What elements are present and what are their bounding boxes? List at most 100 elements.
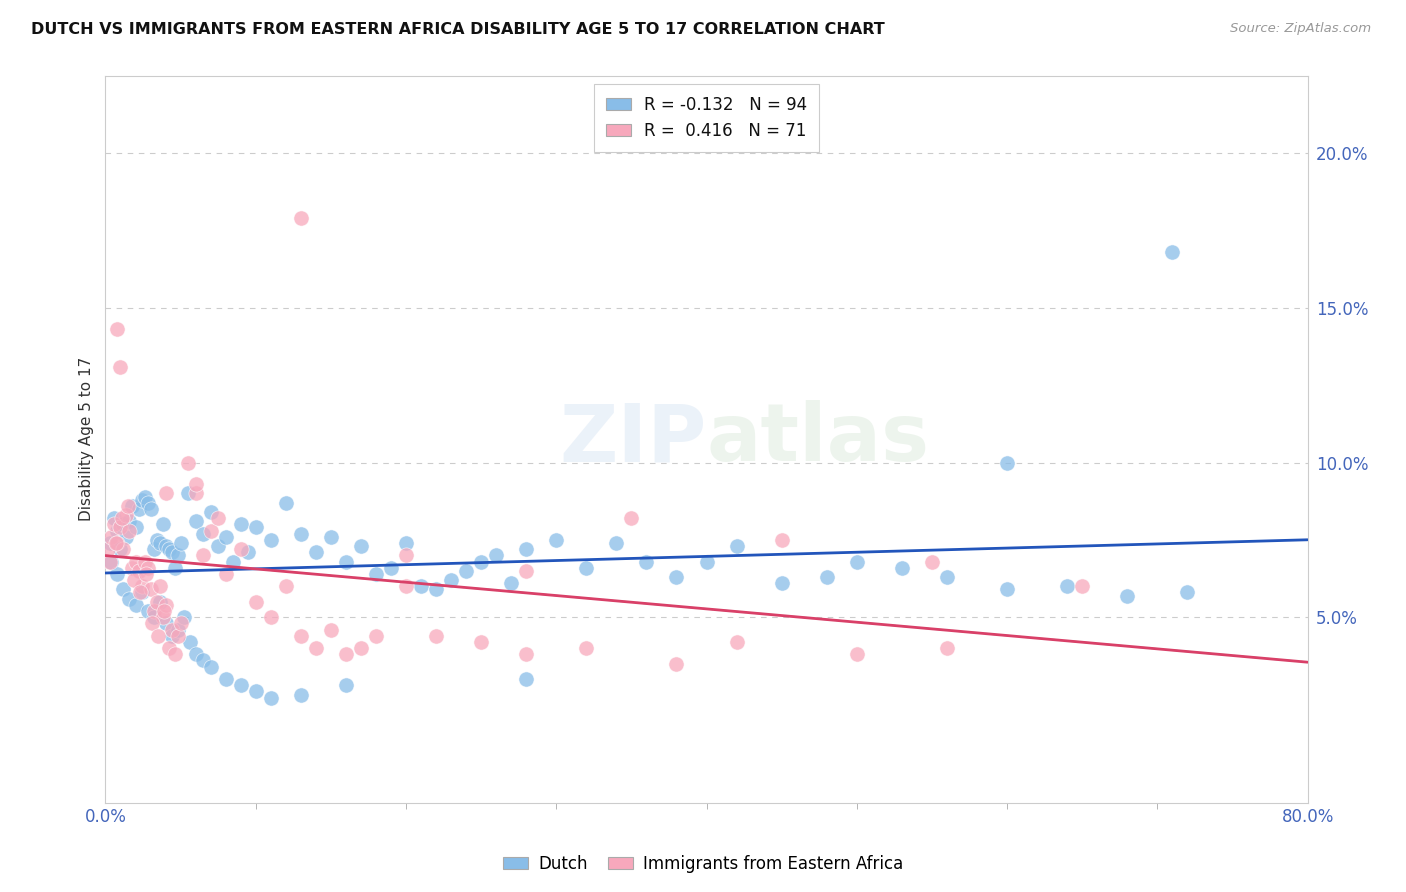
Point [214,672,236,686]
Point [470,554,492,568]
Point [155,486,177,500]
Point [152,610,174,624]
Point [440,573,463,587]
Point [290,629,312,643]
Point [173,610,195,624]
Point [1071,579,1094,593]
Point [260,610,283,624]
Point [936,641,959,656]
Point [160,545,183,559]
Point [107,566,129,581]
Point [103,517,125,532]
Point [112,582,135,597]
Point [107,322,129,336]
Point [319,530,342,544]
Legend: Dutch, Immigrants from Eastern Africa: Dutch, Immigrants from Eastern Africa [496,848,910,880]
Point [485,549,508,563]
Point [245,520,267,534]
Point [131,492,153,507]
Point [155,598,177,612]
Point [135,566,157,581]
Point [160,623,183,637]
Point [184,486,207,500]
Point [222,554,245,568]
Point [454,564,477,578]
Point [229,542,252,557]
Point [98,554,121,568]
Point [163,648,186,662]
Point [350,641,373,656]
Point [890,560,912,574]
Point [260,533,283,547]
Point [995,456,1018,470]
Point [229,678,252,692]
Point [214,530,236,544]
Point [98,536,121,550]
Point [636,554,658,568]
Point [274,496,297,510]
Point [191,549,214,563]
Point [725,539,748,553]
Point [145,595,167,609]
Point [260,690,283,705]
Point [104,536,127,550]
Point [319,623,342,637]
Point [575,560,598,574]
Point [157,542,180,557]
Text: atlas: atlas [707,401,929,478]
Point [770,533,793,547]
Point [134,554,156,568]
Point [515,542,537,557]
Point [620,511,643,525]
Point [107,536,129,550]
Point [515,564,537,578]
Point [921,554,943,568]
Point [166,549,188,563]
Point [131,585,153,599]
Point [1116,589,1139,603]
Point [425,629,447,643]
Point [191,526,214,541]
Point [110,359,132,374]
Point [111,511,134,525]
Point [605,536,627,550]
Point [409,579,432,593]
Point [139,582,162,597]
Point [725,635,748,649]
Point [107,524,129,538]
Text: DUTCH VS IMMIGRANTS FROM EASTERN AFRICA DISABILITY AGE 5 TO 17 CORRELATION CHART: DUTCH VS IMMIGRANTS FROM EASTERN AFRICA … [31,22,884,37]
Point [148,579,170,593]
Point [115,508,138,522]
Point [148,536,170,550]
Point [124,554,146,568]
Point [136,604,159,618]
Point [115,530,138,544]
Point [134,490,156,504]
Point [124,598,146,612]
Point [128,564,150,578]
Point [815,570,838,584]
Point [395,536,418,550]
Point [129,585,152,599]
Point [169,616,191,631]
Point [395,579,418,593]
Point [184,477,207,491]
Point [696,554,718,568]
Point [179,635,201,649]
Point [112,542,135,557]
Point [515,648,537,662]
Point [148,595,170,609]
Point [364,566,387,581]
Point [515,672,537,686]
Point [131,579,153,593]
Point [184,514,207,528]
Point [207,539,229,553]
Point [184,648,207,662]
Point [117,499,139,513]
Point [995,582,1018,597]
Point [118,514,141,528]
Point [191,653,214,667]
Y-axis label: Disability Age 5 to 17: Disability Age 5 to 17 [79,357,94,522]
Point [501,576,523,591]
Point [665,657,688,671]
